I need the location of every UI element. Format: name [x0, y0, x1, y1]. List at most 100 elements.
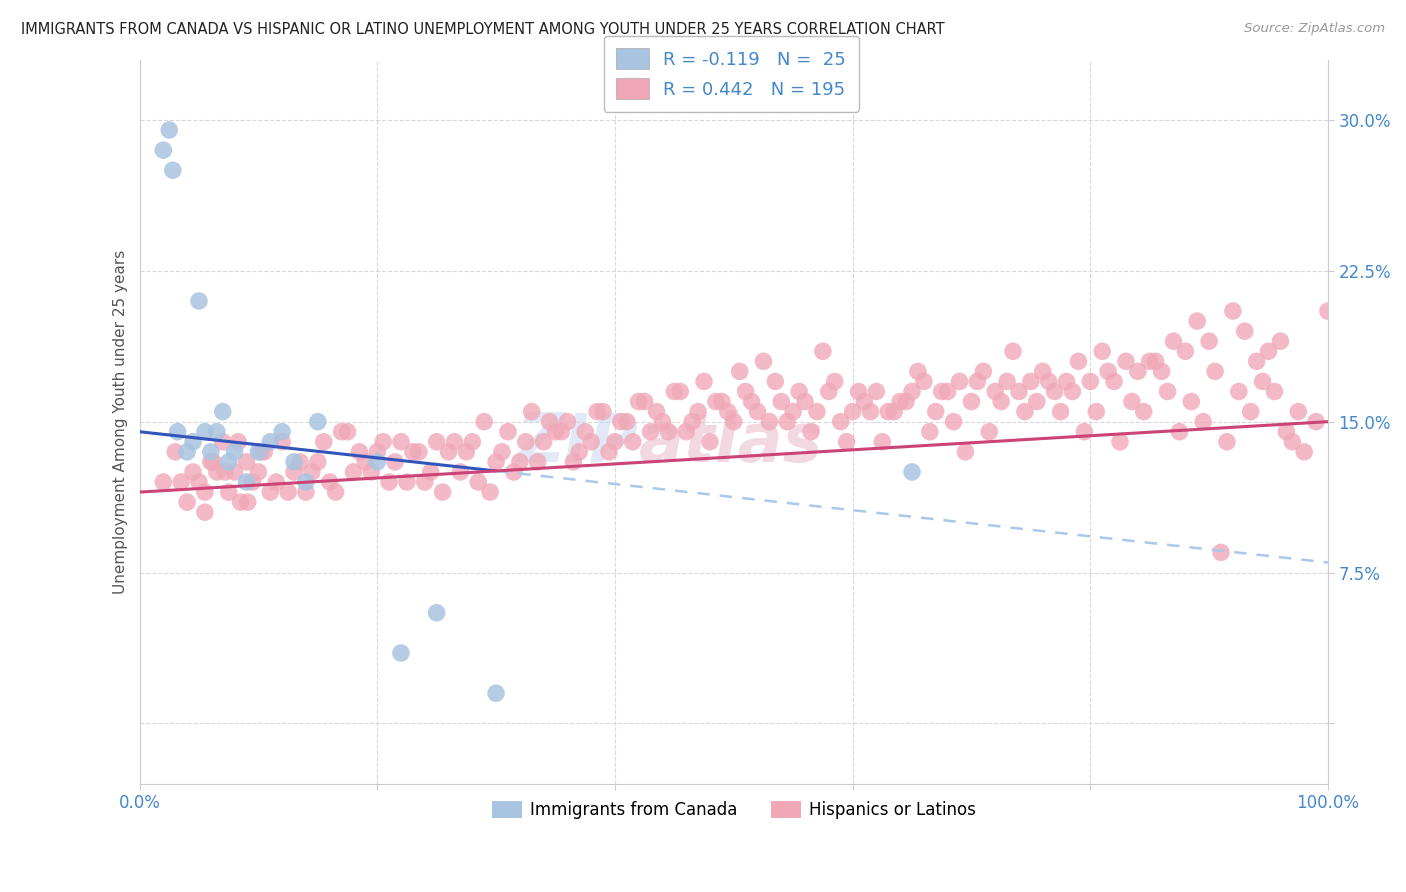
- Point: [214, 465, 236, 479]
- Point: [218, 485, 240, 500]
- Point: [806, 404, 828, 418]
- Point: [1025, 394, 1047, 409]
- Point: [1091, 344, 1114, 359]
- Point: [942, 415, 965, 429]
- Point: [1109, 434, 1132, 449]
- Point: [1251, 375, 1274, 389]
- Point: [627, 394, 650, 409]
- Point: [1056, 375, 1078, 389]
- Point: [1316, 304, 1339, 318]
- Point: [1240, 404, 1263, 418]
- Point: [271, 434, 294, 449]
- Point: [1294, 445, 1316, 459]
- Point: [194, 505, 217, 519]
- Point: [835, 434, 858, 449]
- Point: [1270, 334, 1292, 349]
- Point: [1275, 425, 1298, 439]
- Point: [1097, 364, 1119, 378]
- Point: [236, 495, 259, 509]
- Point: [283, 455, 305, 469]
- Point: [616, 415, 638, 429]
- Point: [253, 445, 276, 459]
- Point: [1150, 364, 1173, 378]
- Point: [538, 415, 561, 429]
- Point: [200, 445, 222, 459]
- Point: [194, 485, 217, 500]
- Point: [645, 404, 668, 418]
- Point: [723, 415, 745, 429]
- Point: [1049, 404, 1071, 418]
- Point: [664, 384, 686, 399]
- Point: [1163, 334, 1185, 349]
- Point: [205, 425, 228, 439]
- Point: [1233, 324, 1256, 338]
- Point: [224, 465, 246, 479]
- Point: [669, 384, 692, 399]
- Point: [657, 425, 679, 439]
- Point: [1019, 375, 1042, 389]
- Point: [811, 344, 834, 359]
- Point: [426, 434, 449, 449]
- Point: [479, 485, 502, 500]
- Point: [242, 475, 264, 489]
- Point: [1067, 354, 1090, 368]
- Point: [342, 465, 364, 479]
- Point: [544, 425, 567, 439]
- Point: [1144, 354, 1167, 368]
- Point: [307, 455, 329, 469]
- Point: [229, 495, 252, 509]
- Point: [432, 485, 454, 500]
- Point: [373, 434, 395, 449]
- Point: [1192, 415, 1215, 429]
- Point: [557, 415, 579, 429]
- Point: [1002, 344, 1025, 359]
- Point: [188, 293, 211, 308]
- Point: [972, 364, 994, 378]
- Point: [579, 434, 602, 449]
- Point: [247, 445, 270, 459]
- Point: [271, 425, 294, 439]
- Point: [1126, 364, 1149, 378]
- Point: [389, 646, 412, 660]
- Point: [621, 434, 644, 449]
- Point: [461, 434, 484, 449]
- Point: [413, 475, 436, 489]
- Point: [562, 455, 585, 469]
- Point: [1286, 404, 1309, 418]
- Point: [162, 163, 184, 178]
- Y-axis label: Unemployment Among Youth under 25 years: Unemployment Among Youth under 25 years: [114, 250, 128, 594]
- Point: [782, 404, 804, 418]
- Point: [295, 485, 318, 500]
- Point: [170, 475, 193, 489]
- Point: [1078, 375, 1101, 389]
- Point: [1008, 384, 1031, 399]
- Point: [1014, 404, 1036, 418]
- Point: [841, 404, 863, 418]
- Point: [1085, 404, 1108, 418]
- Point: [349, 445, 371, 459]
- Point: [467, 475, 489, 489]
- Point: [960, 394, 983, 409]
- Point: [384, 455, 406, 469]
- Point: [176, 445, 198, 459]
- Point: [889, 394, 911, 409]
- Text: Source: ZipAtlas.com: Source: ZipAtlas.com: [1244, 22, 1385, 36]
- Point: [509, 455, 531, 469]
- Point: [574, 425, 596, 439]
- Point: [610, 415, 633, 429]
- Point: [205, 465, 228, 479]
- Point: [1305, 415, 1327, 429]
- Point: [1198, 334, 1220, 349]
- Point: [948, 375, 970, 389]
- Point: [1257, 344, 1279, 359]
- Point: [800, 425, 823, 439]
- Point: [907, 364, 929, 378]
- Point: [301, 465, 323, 479]
- Point: [200, 455, 222, 469]
- Point: [651, 415, 673, 429]
- Point: [752, 354, 775, 368]
- Point: [1073, 425, 1095, 439]
- Point: [211, 404, 233, 418]
- Point: [824, 375, 846, 389]
- Point: [202, 455, 225, 469]
